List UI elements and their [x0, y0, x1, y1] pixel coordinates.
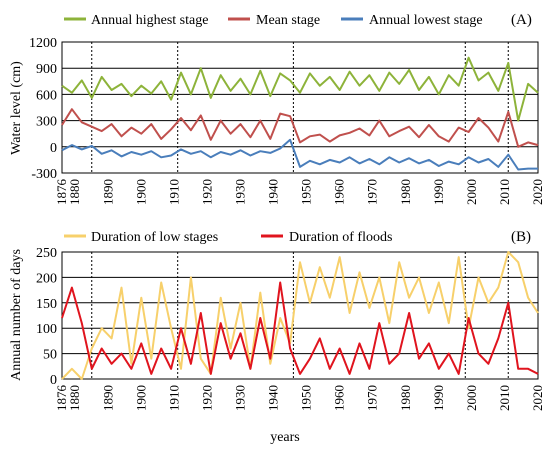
- y-tick-labels-a: -300 0 300 600 900 1200: [29, 36, 57, 182]
- panel-b: Duration of low stages Duration of flood…: [9, 229, 545, 445]
- panel-a: Annual highest stage Mean stage Annual l…: [9, 12, 545, 205]
- y-axis-label-a: Water level (cm): [9, 61, 24, 155]
- series-a: [61, 56, 539, 171]
- x-tick-label-a: 1900: [133, 179, 148, 205]
- x-tick-label-a: 1970: [365, 179, 380, 205]
- y-tick-label-b: 250: [36, 246, 57, 261]
- panel-b-legend: Duration of low stages Duration of flood…: [64, 229, 531, 245]
- y-tick-label-a: -300: [31, 167, 57, 182]
- x-tick-label-b: 1890: [100, 385, 115, 411]
- y-tick-label-a: 600: [36, 88, 57, 103]
- panel-label-b: (B): [511, 229, 531, 245]
- x-tick-label-a: 1940: [266, 179, 281, 205]
- x-tick-label-b: 1910: [166, 385, 181, 411]
- y-tick-label-a: 300: [36, 115, 57, 130]
- x-tick-label-a: 1890: [100, 179, 115, 205]
- x-tick-label-b: 1930: [233, 385, 248, 411]
- panel-label-a: (A): [511, 12, 532, 28]
- x-tick-label-b: 1900: [133, 385, 148, 411]
- x-tick-label-a: 1960: [332, 179, 347, 205]
- y-tick-labels-b: 0 50 100 150 200 250: [36, 246, 57, 388]
- series-line-a-1: [61, 108, 539, 148]
- x-tick-label-b: 1940: [266, 385, 281, 411]
- x-tick-label-b: 1880: [67, 385, 82, 411]
- x-tick-label-a: 2010: [497, 179, 512, 205]
- legend-label-lowest: Annual lowest stage: [369, 13, 483, 28]
- series-line-a-2: [61, 138, 538, 171]
- legend-label-floods: Duration of floods: [289, 230, 392, 245]
- x-tick-label-b: 1960: [332, 385, 347, 411]
- x-tick-label-a: 1880: [67, 179, 82, 205]
- x-tick-label-a: 2000: [464, 179, 479, 205]
- series-line-a-0: [61, 56, 539, 122]
- y-tick-label-b: 0: [50, 373, 57, 388]
- y-tick-label-b: 200: [36, 271, 57, 286]
- x-axis-label-b: years: [270, 430, 300, 445]
- x-tick-label-a: 1920: [199, 179, 214, 205]
- x-tick-label-b: 1980: [398, 385, 413, 411]
- x-tick-label-b: 1920: [199, 385, 214, 411]
- x-tick-label-b: 1950: [299, 385, 314, 411]
- x-tick-label-b: 1970: [365, 385, 380, 411]
- y-tick-label-b: 100: [36, 322, 57, 337]
- series-b: [61, 251, 539, 380]
- x-tick-label-a: 1930: [233, 179, 248, 205]
- series-line-b-0: [61, 251, 539, 380]
- y-tick-label-a: 0: [50, 141, 57, 156]
- x-tick-label-b: 2000: [464, 385, 479, 411]
- x-tick-label-b: 2020: [530, 385, 545, 411]
- x-tick-label-a: 1980: [398, 179, 413, 205]
- gridlines-b: [62, 276, 538, 355]
- legend-label-mean: Mean stage: [256, 13, 320, 28]
- plot-frame-a: [61, 41, 539, 174]
- legend-label-highest: Annual highest stage: [91, 13, 208, 28]
- x-tick-label-b: 1876: [54, 385, 69, 412]
- gridlines-a: [62, 67, 538, 148]
- y-axis-label-b: Annual number of days: [9, 249, 24, 381]
- x-tick-label-b: 1990: [431, 385, 446, 411]
- x-tick-label-a: 1990: [431, 179, 446, 205]
- y-tick-label-b: 150: [36, 297, 57, 312]
- y-tick-label-b: 50: [43, 348, 57, 363]
- panel-a-legend: Annual highest stage Mean stage Annual l…: [64, 12, 532, 28]
- x-tick-label-a: 2020: [530, 179, 545, 205]
- x-tick-label-a: 1876: [54, 179, 69, 206]
- x-tick-label-a: 1950: [299, 179, 314, 205]
- legend-label-low-stages: Duration of low stages: [91, 230, 218, 245]
- y-tick-label-a: 1200: [29, 36, 57, 51]
- series-line-b-1: [61, 281, 539, 375]
- x-tick-label-a: 1910: [166, 179, 181, 205]
- y-tick-label-a: 900: [36, 62, 57, 77]
- x-tick-label-b: 2010: [497, 385, 512, 411]
